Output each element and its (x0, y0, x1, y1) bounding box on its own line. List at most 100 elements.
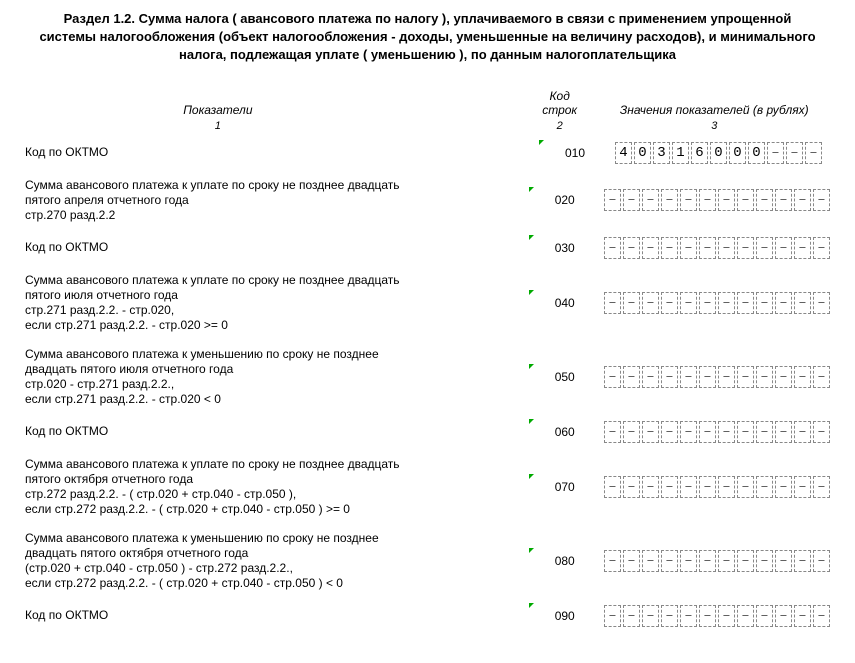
value-cell[interactable] (623, 605, 640, 627)
value-cell[interactable] (699, 189, 716, 211)
value-cell[interactable] (794, 421, 811, 443)
value-cell[interactable] (661, 189, 678, 211)
value-cell[interactable] (775, 605, 792, 627)
value-cell[interactable] (813, 550, 830, 572)
value-cell[interactable] (756, 550, 773, 572)
value-cell[interactable] (661, 421, 678, 443)
value-cell[interactable] (699, 476, 716, 498)
value-cell[interactable] (604, 292, 621, 314)
value-cell[interactable] (813, 189, 830, 211)
value-cells[interactable] (604, 237, 830, 259)
value-cell[interactable] (642, 237, 659, 259)
value-cell[interactable] (680, 189, 697, 211)
value-cell[interactable] (642, 189, 659, 211)
value-cell[interactable] (642, 421, 659, 443)
value-cell[interactable] (794, 476, 811, 498)
value-cell[interactable]: 4 (615, 142, 632, 164)
value-cell[interactable] (680, 476, 697, 498)
value-cells[interactable] (604, 550, 830, 572)
value-cell[interactable]: 3 (653, 142, 670, 164)
value-cell[interactable] (718, 550, 735, 572)
value-cell[interactable] (756, 476, 773, 498)
value-cell[interactable]: 0 (710, 142, 727, 164)
value-cell[interactable] (737, 189, 754, 211)
value-cell[interactable] (794, 237, 811, 259)
value-cell[interactable] (794, 366, 811, 388)
value-cell[interactable] (699, 550, 716, 572)
value-cell[interactable] (775, 550, 792, 572)
value-cell[interactable] (642, 366, 659, 388)
value-cell[interactable] (699, 237, 716, 259)
value-cell[interactable] (775, 189, 792, 211)
value-cell[interactable] (604, 476, 621, 498)
value-cell[interactable] (737, 476, 754, 498)
value-cell[interactable] (642, 476, 659, 498)
value-cell[interactable] (756, 189, 773, 211)
value-cell[interactable] (604, 605, 621, 627)
value-cell[interactable] (604, 550, 621, 572)
value-cell[interactable] (680, 366, 697, 388)
value-cell[interactable] (642, 550, 659, 572)
value-cell[interactable] (661, 605, 678, 627)
value-cells[interactable] (604, 476, 830, 498)
value-cell[interactable] (813, 237, 830, 259)
value-cell[interactable] (623, 476, 640, 498)
value-cell[interactable] (756, 605, 773, 627)
value-cell[interactable] (604, 237, 621, 259)
value-cell[interactable] (805, 142, 822, 164)
value-cell[interactable] (775, 292, 792, 314)
value-cell[interactable] (813, 292, 830, 314)
value-cell[interactable]: 0 (748, 142, 765, 164)
value-cell[interactable]: 0 (634, 142, 651, 164)
value-cell[interactable] (737, 366, 754, 388)
value-cell[interactable] (786, 142, 803, 164)
value-cell[interactable] (699, 605, 716, 627)
value-cell[interactable] (756, 237, 773, 259)
value-cell[interactable] (699, 366, 716, 388)
value-cell[interactable] (642, 292, 659, 314)
value-cell[interactable] (680, 550, 697, 572)
value-cell[interactable] (604, 366, 621, 388)
value-cells[interactable] (604, 189, 830, 211)
value-cell[interactable] (661, 292, 678, 314)
value-cell[interactable] (794, 189, 811, 211)
value-cell[interactable] (623, 366, 640, 388)
value-cell[interactable] (661, 237, 678, 259)
value-cells[interactable] (604, 421, 830, 443)
value-cell[interactable] (623, 550, 640, 572)
value-cell[interactable] (756, 292, 773, 314)
value-cell[interactable] (623, 292, 640, 314)
value-cell[interactable] (813, 366, 830, 388)
value-cells[interactable] (604, 605, 830, 627)
value-cell[interactable] (642, 605, 659, 627)
value-cell[interactable]: 0 (729, 142, 746, 164)
value-cell[interactable] (737, 421, 754, 443)
value-cell[interactable] (794, 292, 811, 314)
value-cell[interactable] (718, 421, 735, 443)
value-cell[interactable] (813, 476, 830, 498)
value-cell[interactable] (794, 605, 811, 627)
value-cell[interactable] (775, 237, 792, 259)
value-cell[interactable] (737, 237, 754, 259)
value-cell[interactable] (661, 476, 678, 498)
value-cell[interactable] (680, 605, 697, 627)
value-cell[interactable] (718, 605, 735, 627)
value-cell[interactable] (680, 237, 697, 259)
value-cell[interactable] (661, 366, 678, 388)
value-cell[interactable] (623, 421, 640, 443)
value-cell[interactable] (718, 366, 735, 388)
value-cell[interactable] (661, 550, 678, 572)
value-cell[interactable] (737, 605, 754, 627)
value-cell[interactable] (775, 476, 792, 498)
value-cell[interactable]: 1 (672, 142, 689, 164)
value-cell[interactable] (604, 189, 621, 211)
value-cell[interactable] (604, 421, 621, 443)
value-cell[interactable] (718, 189, 735, 211)
value-cell[interactable] (794, 550, 811, 572)
value-cell[interactable] (680, 292, 697, 314)
value-cell[interactable] (756, 421, 773, 443)
value-cell[interactable] (699, 421, 716, 443)
value-cell[interactable] (623, 237, 640, 259)
value-cells[interactable] (604, 292, 830, 314)
value-cell[interactable] (718, 476, 735, 498)
